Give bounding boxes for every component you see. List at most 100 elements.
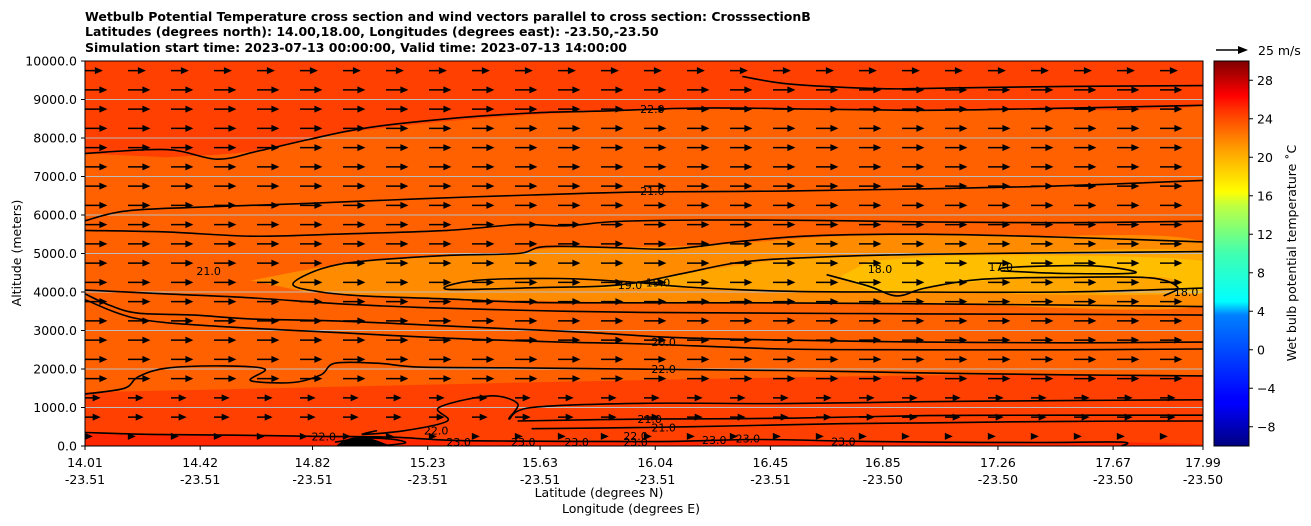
wind-vector-head — [137, 67, 146, 75]
wind-vector — [859, 259, 882, 267]
wind-vector — [429, 144, 452, 152]
wind-vector — [300, 182, 323, 190]
wind-vector-head — [1045, 182, 1054, 190]
wind-vector-head — [185, 182, 194, 190]
wind-vector-head — [916, 201, 925, 209]
contour-label: 21.0 — [651, 422, 676, 435]
wind-vector — [472, 182, 495, 190]
chart-title-line-2: Latitudes (degrees north): 14.00,18.00, … — [85, 24, 659, 39]
wind-vector — [214, 86, 237, 94]
wind-vector — [816, 336, 839, 344]
wind-vector-head — [744, 86, 753, 94]
wind-vector-head — [1131, 163, 1140, 171]
wind-vector — [429, 86, 452, 94]
wind-vector — [601, 201, 624, 209]
wind-vector — [687, 394, 703, 402]
wind-vector-head — [873, 375, 882, 383]
wind-vector-head — [529, 182, 538, 190]
wind-vector — [214, 317, 237, 325]
wind-vector — [1117, 259, 1140, 267]
wind-vector-head — [658, 105, 667, 113]
wind-vector — [343, 86, 366, 94]
wind-vector-head — [350, 394, 359, 402]
wind-vector — [730, 336, 753, 344]
wind-vector — [256, 432, 265, 440]
wind-vector — [988, 86, 1011, 94]
wind-vector — [557, 432, 566, 440]
wind-vector-head — [400, 221, 409, 229]
wind-vector-head — [99, 124, 108, 132]
wind-vector-head — [572, 144, 581, 152]
wind-vector-head — [486, 105, 495, 113]
wind-vector-head — [873, 124, 882, 132]
wind-vector — [945, 144, 968, 152]
wind-vector-head — [428, 432, 437, 440]
wind-vector-head — [1088, 298, 1097, 306]
wind-vector-head — [357, 182, 366, 190]
wind-vector — [730, 201, 753, 209]
wind-vector-head — [400, 182, 409, 190]
wind-vector-head — [830, 336, 839, 344]
wind-vector — [945, 413, 961, 421]
wind-vector-head — [1088, 259, 1097, 267]
wind-vector-head — [357, 163, 366, 171]
wind-vector-head — [995, 394, 1004, 402]
y-tick-label: 10000.0 — [25, 54, 77, 69]
wind-vector-head — [615, 201, 624, 209]
wind-vector-head — [615, 298, 624, 306]
wind-vector-head — [529, 105, 538, 113]
wind-vector-head — [307, 394, 316, 402]
contour-line-22-0 — [742, 75, 1203, 90]
wind-vector — [558, 394, 574, 402]
wind-vector — [1160, 221, 1183, 229]
wind-vector-head — [787, 240, 796, 248]
wind-vector-head — [916, 355, 925, 363]
wind-vector-head — [1169, 67, 1178, 75]
wind-vector-head — [701, 317, 710, 325]
wind-vector — [85, 86, 108, 94]
wind-vector — [429, 317, 452, 325]
wind-vector — [644, 182, 667, 190]
wind-vector — [988, 182, 1011, 190]
colorbar-tick-label: 4 — [1257, 304, 1265, 319]
wind-vector-head — [658, 182, 667, 190]
wind-vector — [257, 124, 280, 132]
wind-vector-head — [314, 86, 323, 94]
wind-vector-head — [815, 432, 824, 440]
wind-vector — [988, 336, 1011, 344]
wind-vector — [472, 144, 495, 152]
wind-vector — [601, 298, 624, 306]
wind-vector-head — [529, 163, 538, 171]
wind-vector — [171, 221, 194, 229]
wind-vector — [945, 355, 968, 363]
wind-vector-head — [299, 432, 308, 440]
wind-vector — [643, 432, 652, 440]
wind-vector — [171, 182, 194, 190]
wind-vector-head — [694, 394, 703, 402]
wind-vector — [730, 105, 753, 113]
wind-vector — [343, 182, 366, 190]
contour-label: 18.0 — [1174, 286, 1199, 299]
wind-vector-head — [1002, 375, 1011, 383]
wind-vector-head — [1038, 394, 1047, 402]
wind-vector — [816, 124, 839, 132]
wind-vector-head — [787, 375, 796, 383]
wind-vector-head — [357, 259, 366, 267]
wind-vector-head — [572, 375, 581, 383]
wind-vector-head — [643, 432, 652, 440]
wind-vector — [85, 144, 108, 152]
wind-vector — [644, 259, 667, 267]
wind-vector — [300, 298, 323, 306]
wind-vector — [1117, 278, 1140, 286]
wind-vector — [85, 105, 108, 113]
wind-vector — [85, 221, 108, 229]
wind-vector — [730, 124, 753, 132]
wind-vector — [1030, 432, 1039, 440]
wind-vector — [300, 413, 316, 421]
wind-vector-head — [873, 317, 882, 325]
wind-vector — [644, 163, 667, 171]
wind-vector-head — [1174, 298, 1183, 306]
wind-vector-head — [1002, 298, 1011, 306]
wind-vector — [1031, 317, 1054, 325]
wind-vector — [343, 336, 366, 344]
